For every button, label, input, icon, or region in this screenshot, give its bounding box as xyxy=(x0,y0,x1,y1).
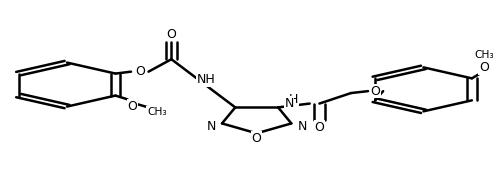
Text: O: O xyxy=(127,100,137,113)
Text: O: O xyxy=(479,61,489,74)
Text: H: H xyxy=(289,93,299,106)
Text: O: O xyxy=(135,65,145,78)
Text: N: N xyxy=(298,120,307,133)
Text: O: O xyxy=(167,28,176,41)
Text: O: O xyxy=(252,132,261,145)
Text: NH: NH xyxy=(196,73,215,86)
Text: CH₃: CH₃ xyxy=(147,107,167,117)
Text: CH₃: CH₃ xyxy=(474,50,494,60)
Text: O: O xyxy=(371,85,380,98)
Text: N: N xyxy=(284,97,294,110)
Text: O: O xyxy=(314,121,324,134)
Text: N: N xyxy=(207,120,216,133)
